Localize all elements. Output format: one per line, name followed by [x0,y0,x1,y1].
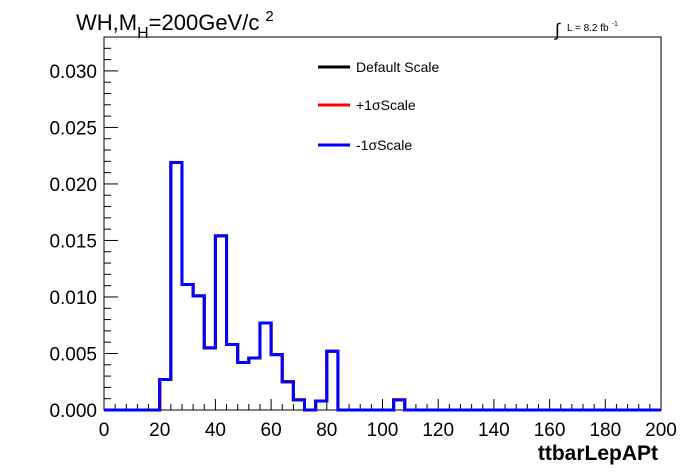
series-layer [104,160,661,412]
y-tick-label: 0.000 [49,401,97,422]
y-tick-label: 0.025 [49,118,97,139]
x-tick-label: 200 [645,420,677,441]
x-tick-label: 40 [205,420,226,441]
lumi-text: L = 8.2 fb [567,23,609,34]
lumi-superscript: -1 [612,21,618,28]
legend-label: +1σScale [356,97,416,113]
x-axis-title: ttbarLepAPt [538,442,658,465]
x-tick-label: 0 [99,420,110,441]
y-tick-label: 0.020 [49,175,97,196]
chart-title: WH,MH=200GeV/c 2 [76,8,274,42]
x-tick-label: 120 [422,420,454,441]
y-tick-label: 0.015 [49,231,97,252]
x-axis: 0 20 40 60 80 100 120 140 160 180 200 [99,399,677,441]
y-tick-label: 0.005 [49,344,97,365]
legend-label: -1σScale [356,137,412,153]
series-line-2 [104,160,661,412]
series-line-0 [104,160,661,412]
y-tick-label: 0.010 [49,288,97,309]
x-tick-label: 60 [261,420,282,441]
title-main: WH,M [76,10,137,35]
title-rest: =200GeV/c [149,10,260,35]
y-axis: 0.000 0.005 0.010 0.015 0.020 0.025 0.030 [49,47,118,422]
x-tick-label: 20 [149,420,170,441]
legend: Default Scale +1σScale -1σScale [318,59,439,153]
title-subscript: H [137,25,149,42]
series-line-1 [104,160,661,412]
title-superscript: 2 [265,8,273,25]
legend-label: Default Scale [356,59,439,75]
x-tick-label: 160 [534,420,566,441]
x-tick-label: 80 [316,420,337,441]
x-tick-label: 100 [367,420,399,441]
lumi-integral-sign: ∫ [553,20,561,40]
x-tick-label: 180 [589,420,621,441]
x-tick-label: 140 [478,420,510,441]
plot-frame [103,36,662,411]
y-tick-label: 0.030 [49,62,97,83]
lumi-label: L = 8.2 fb -1 [567,21,618,34]
